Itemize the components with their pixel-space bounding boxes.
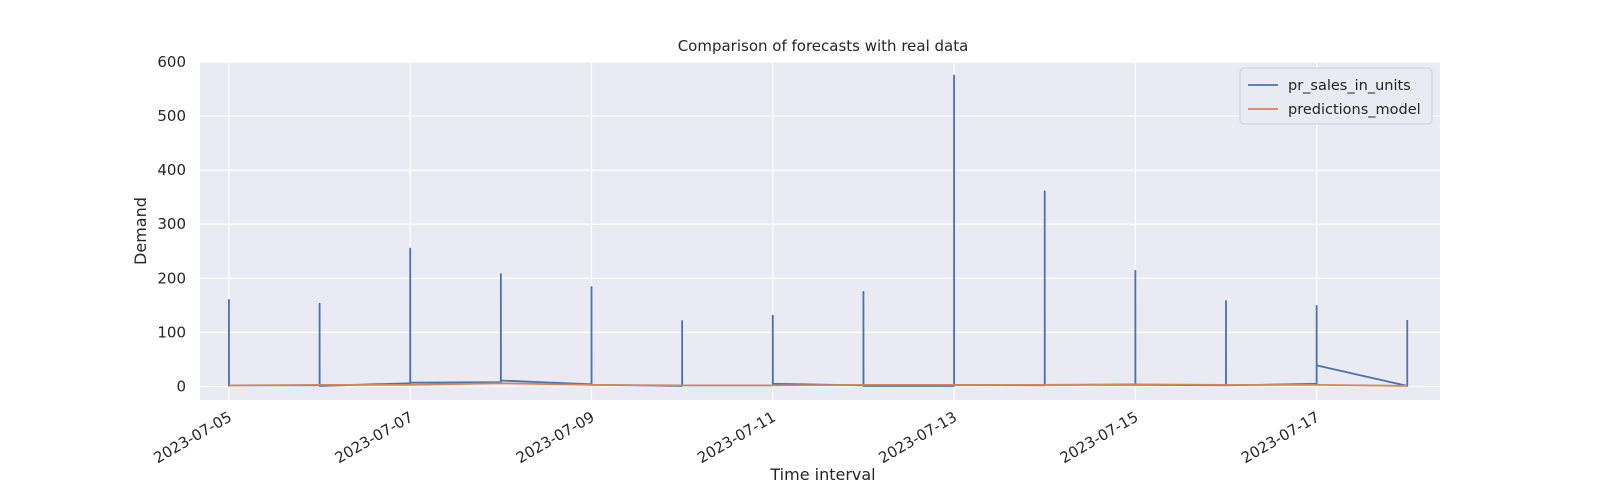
x-tick-label: 2023-07-05 (150, 408, 235, 467)
y-tick-label: 600 (157, 53, 186, 71)
x-tick-label: 2023-07-17 (1238, 408, 1323, 467)
plot-area (200, 62, 1440, 400)
y-tick-label: 100 (157, 323, 186, 341)
y-axis-label: Demand (131, 197, 150, 265)
legend-label: pr_sales_in_units (1288, 78, 1411, 94)
chart-title: Comparison of forecasts with real data (678, 37, 969, 55)
x-axis-label: Time interval (769, 465, 875, 484)
x-axis-ticks: 2023-07-05 2023-07-07 2023-07-09 2023-07-11… (150, 408, 1322, 467)
y-tick-label: 300 (157, 215, 186, 233)
series-line-pr-sales-in-units (228, 74, 1409, 387)
y-tick-label: 200 (157, 269, 186, 287)
y-tick-label: 0 (176, 377, 186, 395)
y-tick-label: 500 (157, 107, 186, 125)
legend-label: predictions_model (1288, 102, 1421, 118)
legend: pr_sales_in_units predictions_model (1239, 67, 1433, 125)
series-line-predictions-model (228, 382, 1408, 387)
y-tick-label: 400 (157, 161, 186, 179)
x-tick-label: 2023-07-15 (1057, 408, 1142, 467)
x-tick-label: 2023-07-13 (876, 408, 961, 467)
series-layer (228, 74, 1409, 387)
legend-box (1239, 67, 1433, 125)
x-tick-label: 2023-07-07 (332, 408, 417, 467)
x-tick-label: 2023-07-11 (694, 408, 779, 467)
x-tick-label: 2023-07-09 (513, 408, 598, 467)
y-axis-ticks: 0 100 200 300 400 500 600 (157, 53, 186, 395)
